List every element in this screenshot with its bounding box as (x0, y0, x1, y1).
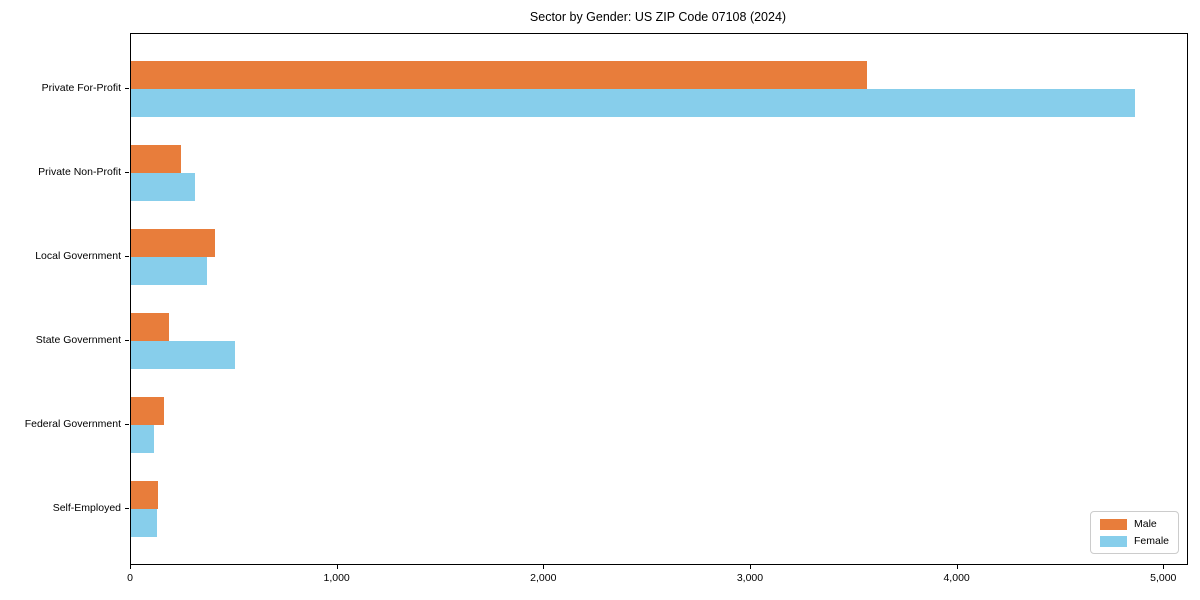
bar-male-private-for-profit (131, 61, 867, 89)
bar-female-federal-government (131, 425, 154, 453)
y-axis-label-local-government: Local Government (35, 250, 121, 262)
bar-male-federal-government (131, 397, 165, 425)
legend-item-female: Female (1099, 535, 1169, 547)
bar-female-local-government (131, 257, 208, 285)
y-tick-mark-private-non-profit (125, 172, 129, 173)
legend-male-swatch (1099, 518, 1127, 530)
x-tick-label-4000: 4,000 (943, 572, 970, 584)
plot-area: Male Female (130, 33, 1188, 565)
y-axis-label-federal-government: Federal Government (24, 418, 121, 430)
x-tick-label-1000: 1,000 (323, 572, 350, 584)
legend-female-swatch (1099, 535, 1127, 547)
x-tick-mark-3000 (749, 565, 751, 569)
y-tick-mark-private-for-profit (125, 88, 129, 89)
bar-female-self-employed (131, 509, 157, 537)
bar-male-self-employed (131, 481, 158, 509)
x-tick-mark-4000 (956, 565, 958, 569)
bar-female-state-government (131, 341, 236, 369)
x-tick-label-3000: 3,000 (736, 572, 764, 584)
y-tick-mark-local-government (125, 256, 129, 257)
y-tick-mark-federal-government (125, 424, 129, 425)
y-axis-label-state-government: State Government (35, 334, 121, 346)
chart-title: Sector by Gender: US ZIP Code 07108 (202… (529, 10, 787, 24)
y-axis-label-private-non-profit: Private Non-Profit (38, 166, 121, 178)
x-tick-mark-0 (130, 565, 131, 569)
x-tick-label-5000: 5,000 (1150, 572, 1177, 584)
y-axis-label-self-employed: Self-Employed (52, 502, 121, 514)
bar-male-local-government (131, 229, 215, 257)
y-tick-mark-self-employed (125, 508, 129, 509)
x-tick-label-0: 0 (127, 572, 133, 584)
bar-male-private-non-profit (131, 145, 181, 173)
y-tick-mark-state-government (125, 340, 129, 341)
x-tick-mark-1000 (336, 565, 338, 569)
legend-male-label: Male (1133, 518, 1157, 530)
x-tick-mark-5000 (1163, 565, 1165, 569)
bar-male-state-government (131, 313, 170, 341)
legend-item-male: Male (1099, 518, 1169, 530)
y-axis-label-private-for-profit: Private For-Profit (41, 82, 121, 94)
x-tick-label-2000: 2,000 (530, 572, 557, 584)
legend: Male Female (1089, 511, 1179, 554)
bar-female-private-non-profit (131, 173, 196, 201)
x-tick-mark-2000 (543, 565, 545, 569)
legend-female-label: Female (1133, 535, 1169, 547)
bar-female-private-for-profit (131, 89, 1136, 117)
